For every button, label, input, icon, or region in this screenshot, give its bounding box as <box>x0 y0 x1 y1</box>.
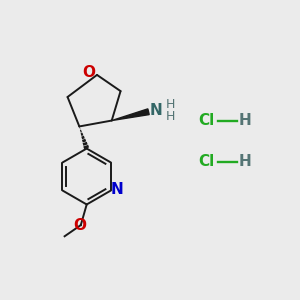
Text: N: N <box>150 103 163 118</box>
Text: N: N <box>111 182 124 197</box>
Text: Cl: Cl <box>198 113 214 128</box>
Text: H: H <box>166 98 175 111</box>
Text: H: H <box>238 113 251 128</box>
Text: H: H <box>166 110 175 123</box>
Text: Cl: Cl <box>198 154 214 169</box>
Text: H: H <box>238 154 251 169</box>
Text: O: O <box>82 65 95 80</box>
Text: O: O <box>74 218 87 233</box>
Polygon shape <box>112 109 149 121</box>
